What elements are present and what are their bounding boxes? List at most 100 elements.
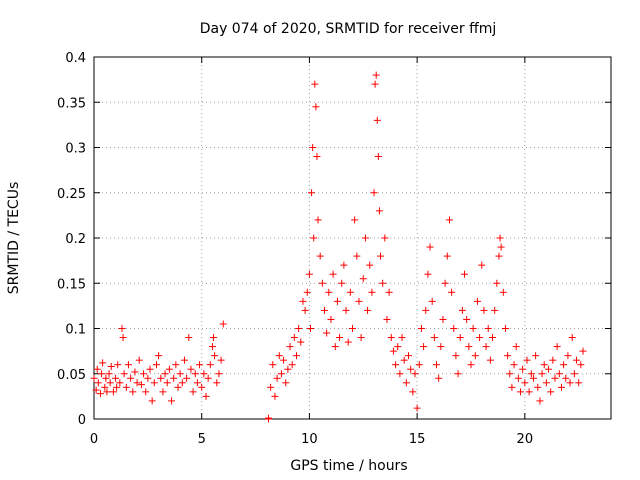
data-point: [547, 388, 555, 396]
data-point: [517, 388, 525, 396]
data-point: [206, 361, 214, 369]
data-point: [102, 374, 110, 382]
data-point: [437, 343, 445, 351]
data-point: [329, 270, 337, 278]
data-point: [137, 381, 145, 389]
y-tick-label: 0.15: [57, 277, 86, 292]
data-point: [290, 334, 298, 342]
data-point: [519, 365, 527, 373]
data-point: [496, 234, 504, 242]
data-point: [286, 343, 294, 351]
data-point: [383, 315, 391, 323]
data-point: [495, 252, 503, 260]
data-point: [387, 334, 395, 342]
data-point: [320, 306, 328, 314]
data-point: [198, 383, 206, 391]
y-axis-label: SRMTID / TECUs: [6, 182, 22, 295]
data-point: [445, 216, 453, 224]
data-point: [534, 383, 542, 391]
data-point: [217, 356, 225, 364]
data-point: [489, 334, 497, 342]
data-point: [295, 325, 303, 332]
data-point: [94, 379, 102, 387]
data-point: [536, 397, 544, 405]
data-point: [359, 275, 367, 283]
data-point: [439, 315, 447, 323]
data-point: [371, 80, 379, 88]
data-point: [292, 352, 300, 360]
data-point: [208, 343, 216, 351]
data-point: [103, 388, 111, 396]
grid-lines: [94, 57, 611, 419]
x-tick-label: 5: [198, 432, 206, 447]
data-point: [542, 379, 550, 387]
data-point: [501, 325, 509, 332]
data-point: [101, 383, 109, 391]
data-point: [170, 374, 178, 382]
data-point: [109, 388, 117, 396]
y-tick-label: 0.25: [57, 187, 86, 202]
data-point: [471, 352, 479, 360]
data-point: [172, 361, 180, 369]
data-point: [176, 370, 184, 378]
data-point: [568, 334, 576, 342]
data-point: [521, 379, 529, 387]
data-point: [454, 370, 462, 378]
data-point: [400, 356, 408, 364]
data-point: [564, 352, 572, 360]
data-point: [407, 365, 415, 373]
data-point: [163, 379, 171, 387]
data-point: [402, 379, 410, 387]
data-point: [140, 370, 148, 378]
data-point: [309, 144, 317, 151]
data-point: [579, 347, 587, 355]
data-point: [157, 374, 165, 382]
data-point: [308, 189, 316, 197]
data-point: [267, 383, 275, 391]
data-point: [146, 365, 154, 373]
data-point: [575, 379, 583, 387]
data-point: [155, 352, 163, 360]
data-point: [570, 370, 578, 378]
x-tick-label: 20: [517, 432, 534, 447]
data-point: [333, 297, 341, 305]
data-point: [215, 370, 223, 378]
data-point: [577, 361, 585, 369]
data-point: [370, 189, 378, 197]
data-point: [415, 361, 423, 369]
data-point: [473, 297, 481, 305]
data-point: [92, 386, 100, 394]
data-point: [497, 243, 505, 251]
data-point: [377, 252, 385, 260]
data-point: [340, 261, 348, 269]
data-point: [168, 397, 176, 405]
data-point: [342, 306, 350, 314]
data-point: [305, 270, 313, 278]
y-axis: 0 0.05 0.1 0.15 0.2 0.25 0.3 0.35 0.4: [57, 51, 611, 428]
data-point: [314, 216, 322, 224]
data-point: [142, 388, 150, 396]
data-point: [353, 252, 361, 260]
data-point: [361, 234, 369, 242]
data-point: [398, 334, 406, 342]
data-point: [555, 370, 563, 378]
data-point: [476, 334, 484, 342]
data-point: [323, 329, 331, 337]
data-point: [178, 379, 186, 387]
data-point: [420, 343, 428, 351]
data-point: [269, 361, 277, 369]
data-point: [428, 297, 436, 305]
data-point: [545, 365, 553, 373]
data-point: [135, 356, 143, 364]
data-point: [119, 334, 127, 342]
y-tick-label: 0.3: [65, 142, 86, 157]
data-point: [299, 297, 307, 305]
data-point: [426, 243, 434, 251]
data-point: [288, 361, 296, 369]
data-point: [99, 359, 107, 367]
data-point: [112, 374, 120, 382]
data-point: [389, 347, 397, 355]
data-point: [499, 288, 507, 296]
data-point: [508, 383, 516, 391]
data-point: [282, 379, 290, 387]
